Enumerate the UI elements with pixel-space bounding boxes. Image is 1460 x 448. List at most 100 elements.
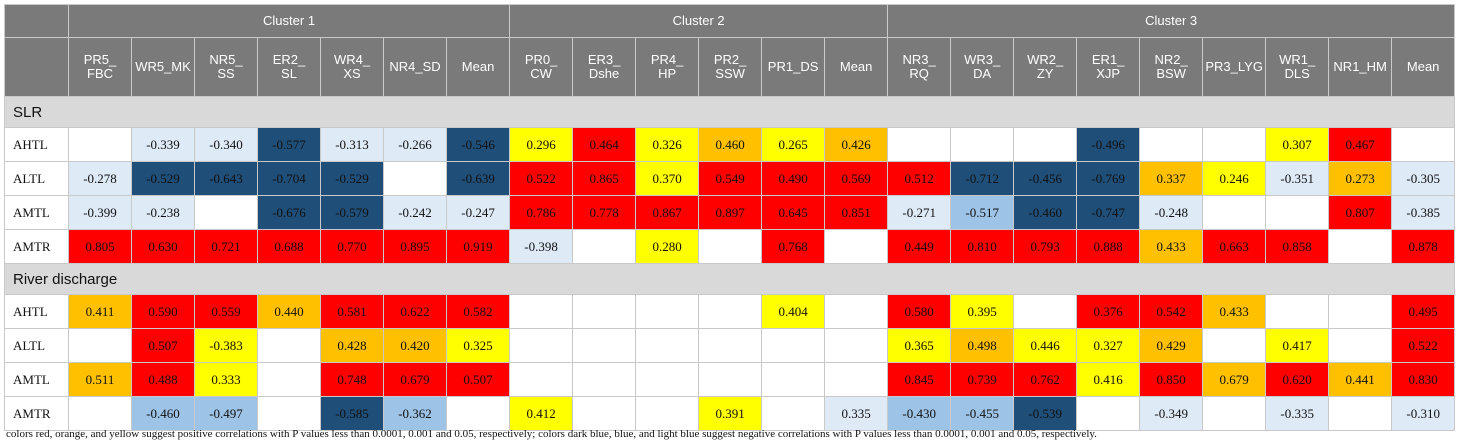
- site-header-line: XJP: [1096, 66, 1121, 81]
- correlation-cell: -0.460: [131, 396, 195, 431]
- site-header-line: FBC: [87, 66, 113, 81]
- correlation-cell: 0.417: [1265, 328, 1330, 363]
- correlation-cell: 0.488: [131, 362, 195, 397]
- site-header-line: SL: [281, 66, 297, 81]
- correlation-cell: 0.663: [1202, 229, 1267, 264]
- site-header-line: ER2_: [272, 52, 306, 67]
- correlation-cell: -0.769: [1076, 161, 1141, 196]
- correlation-cell: 0.420: [383, 328, 447, 363]
- correlation-cell: [1139, 127, 1204, 162]
- table-caption: colors red, orange, and yellow suggest p…: [6, 428, 1097, 440]
- correlation-cell: [761, 396, 826, 431]
- correlation-cell: [257, 362, 321, 397]
- site-header-line: PR5_: [83, 52, 117, 67]
- correlation-cell: 0.365: [887, 328, 952, 363]
- correlation-cell: [68, 328, 132, 363]
- section-title: SLR: [3, 96, 1456, 128]
- correlation-cell: -0.747: [1076, 195, 1141, 230]
- correlation-cell: 0.850: [1139, 362, 1204, 397]
- correlation-cell: 0.391: [698, 396, 763, 431]
- site-header: ER1_ XJP: [1076, 37, 1141, 97]
- correlation-cell: 0.919: [445, 229, 511, 264]
- correlation-cell: 0.416: [1076, 362, 1141, 397]
- correlation-cell: 0.549: [698, 161, 763, 196]
- correlation-cell: -0.385: [1391, 195, 1456, 230]
- correlation-cell: 0.428: [320, 328, 384, 363]
- correlation-cell: [1076, 396, 1141, 431]
- correlation-cell: 0.762: [1013, 362, 1078, 397]
- site-header-line: Mean: [1406, 59, 1440, 74]
- row-label: AMTR: [4, 229, 69, 264]
- correlation-cell: [824, 362, 889, 397]
- correlation-cell: [698, 362, 763, 397]
- correlation-cell: [1328, 294, 1393, 329]
- correlation-cell: 0.370: [635, 161, 700, 196]
- correlation-cell: 0.333: [194, 362, 258, 397]
- site-header-line: Mean: [461, 59, 495, 74]
- correlation-cell: 0.337: [1139, 161, 1204, 196]
- correlation-cell: 0.688: [257, 229, 321, 264]
- site-header-line: WR4_: [333, 52, 371, 67]
- correlation-cell: 0.679: [1202, 362, 1267, 397]
- correlation-cell: 0.805: [68, 229, 132, 264]
- correlation-cell: 0.280: [635, 229, 700, 264]
- cluster-header: Cluster 3: [887, 4, 1456, 38]
- correlation-cell: -0.313: [320, 127, 384, 162]
- table-row: AMTR -0.460 -0.497 -0.585 -0.362 0.412 0.391 0.…: [4, 396, 1456, 431]
- correlation-cell: 0.807: [1328, 195, 1393, 230]
- correlation-cell: -0.247: [445, 195, 511, 230]
- correlation-cell: 0.542: [1139, 294, 1204, 329]
- correlation-cell: 0.580: [887, 294, 952, 329]
- site-header-line: Mean: [839, 59, 873, 74]
- correlation-cell: -0.305: [1391, 161, 1456, 196]
- correlation-cell: -0.455: [950, 396, 1015, 431]
- correlation-table: Cluster 1 Cluster 2 Cluster 3 PR5_ FBC WR5_M…: [3, 4, 1456, 431]
- correlation-cell: -0.271: [887, 195, 952, 230]
- correlation-cell: 0.895: [383, 229, 447, 264]
- correlation-cell: -0.383: [194, 328, 258, 363]
- table-row: ALTL 0.507 -0.383 0.428 0.420 0.325 0.365 0.498…: [4, 328, 1456, 363]
- table-row: AHTL -0.339 -0.340 -0.577 -0.313 -0.266 -0.546…: [4, 127, 1456, 162]
- correlation-cell: [761, 362, 826, 397]
- site-header-line: XS: [343, 66, 361, 81]
- table-row: ALTL -0.278 -0.529 -0.643 -0.704 -0.529 -0.639…: [4, 161, 1456, 196]
- correlation-cell: 0.582: [445, 294, 511, 329]
- correlation-cell: 0.467: [1328, 127, 1393, 162]
- site-header-line: RQ: [909, 66, 929, 81]
- site-header: WR2_ ZY: [1013, 37, 1078, 97]
- correlation-cell: 0.395: [950, 294, 1015, 329]
- correlation-cell: 0.721: [194, 229, 258, 264]
- correlation-cell: 0.888: [1076, 229, 1141, 264]
- site-header-line: PR3_LYG: [1205, 59, 1263, 74]
- site-header: WR5_MK: [131, 37, 195, 97]
- correlation-cell: 0.464: [572, 127, 637, 162]
- site-header: Mean: [445, 37, 511, 97]
- site-header: WR4_ XS: [320, 37, 384, 97]
- correlation-cell: [1202, 127, 1267, 162]
- correlation-cell: [572, 229, 637, 264]
- row-label: ALTL: [4, 161, 69, 196]
- site-header: NR2_ BSW: [1139, 37, 1204, 97]
- site-header-line: HP: [658, 66, 677, 81]
- correlation-cell: -0.539: [1013, 396, 1078, 431]
- correlation-cell: [509, 294, 574, 329]
- correlation-cell: 0.446: [1013, 328, 1078, 363]
- site-header-line: DA: [973, 66, 992, 81]
- correlation-cell: [635, 294, 700, 329]
- correlation-cell: 0.429: [1139, 328, 1204, 363]
- correlation-cell: 0.326: [635, 127, 700, 162]
- cluster-header: Cluster 2: [509, 4, 889, 38]
- correlation-cell: 0.246: [1202, 161, 1267, 196]
- correlation-cell: -0.340: [194, 127, 258, 162]
- correlation-cell: 0.768: [761, 229, 826, 264]
- correlation-cell: -0.460: [1013, 195, 1078, 230]
- correlation-cell: -0.517: [950, 195, 1015, 230]
- correlation-cell: [194, 195, 258, 230]
- site-header-line: ER3_: [587, 52, 621, 67]
- site-header-line: SSW: [715, 66, 745, 81]
- correlation-cell: 0.511: [68, 362, 132, 397]
- correlation-cell: [257, 328, 321, 363]
- site-header: Mean: [1391, 37, 1456, 97]
- site-header-line: NR5_: [209, 52, 243, 67]
- correlation-cell: 0.411: [68, 294, 132, 329]
